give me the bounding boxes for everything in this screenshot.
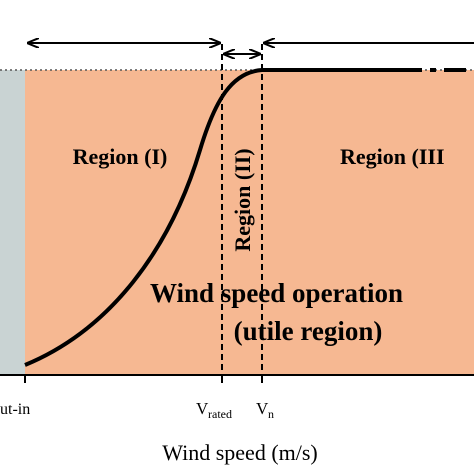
annotation: Wind speed operation	[150, 278, 403, 308]
operation-area	[25, 70, 474, 375]
cut-in-label: ut-in	[0, 401, 30, 418]
annotation: (utile region)	[234, 316, 383, 346]
region-label: Region (II)	[230, 148, 255, 251]
v-n-subscript: n	[268, 407, 274, 421]
v-rated-symbol: V	[196, 399, 209, 418]
region-label: Region (III	[340, 144, 445, 169]
v-n-symbol: V	[256, 399, 269, 418]
power-curve	[24, 68, 400, 367]
v-rated-subscript: rated	[208, 407, 232, 421]
axis-title: Wind speed (m/s)	[162, 440, 318, 465]
pre-cut-in-band	[0, 70, 25, 375]
region-label: Region (I)	[73, 144, 168, 169]
